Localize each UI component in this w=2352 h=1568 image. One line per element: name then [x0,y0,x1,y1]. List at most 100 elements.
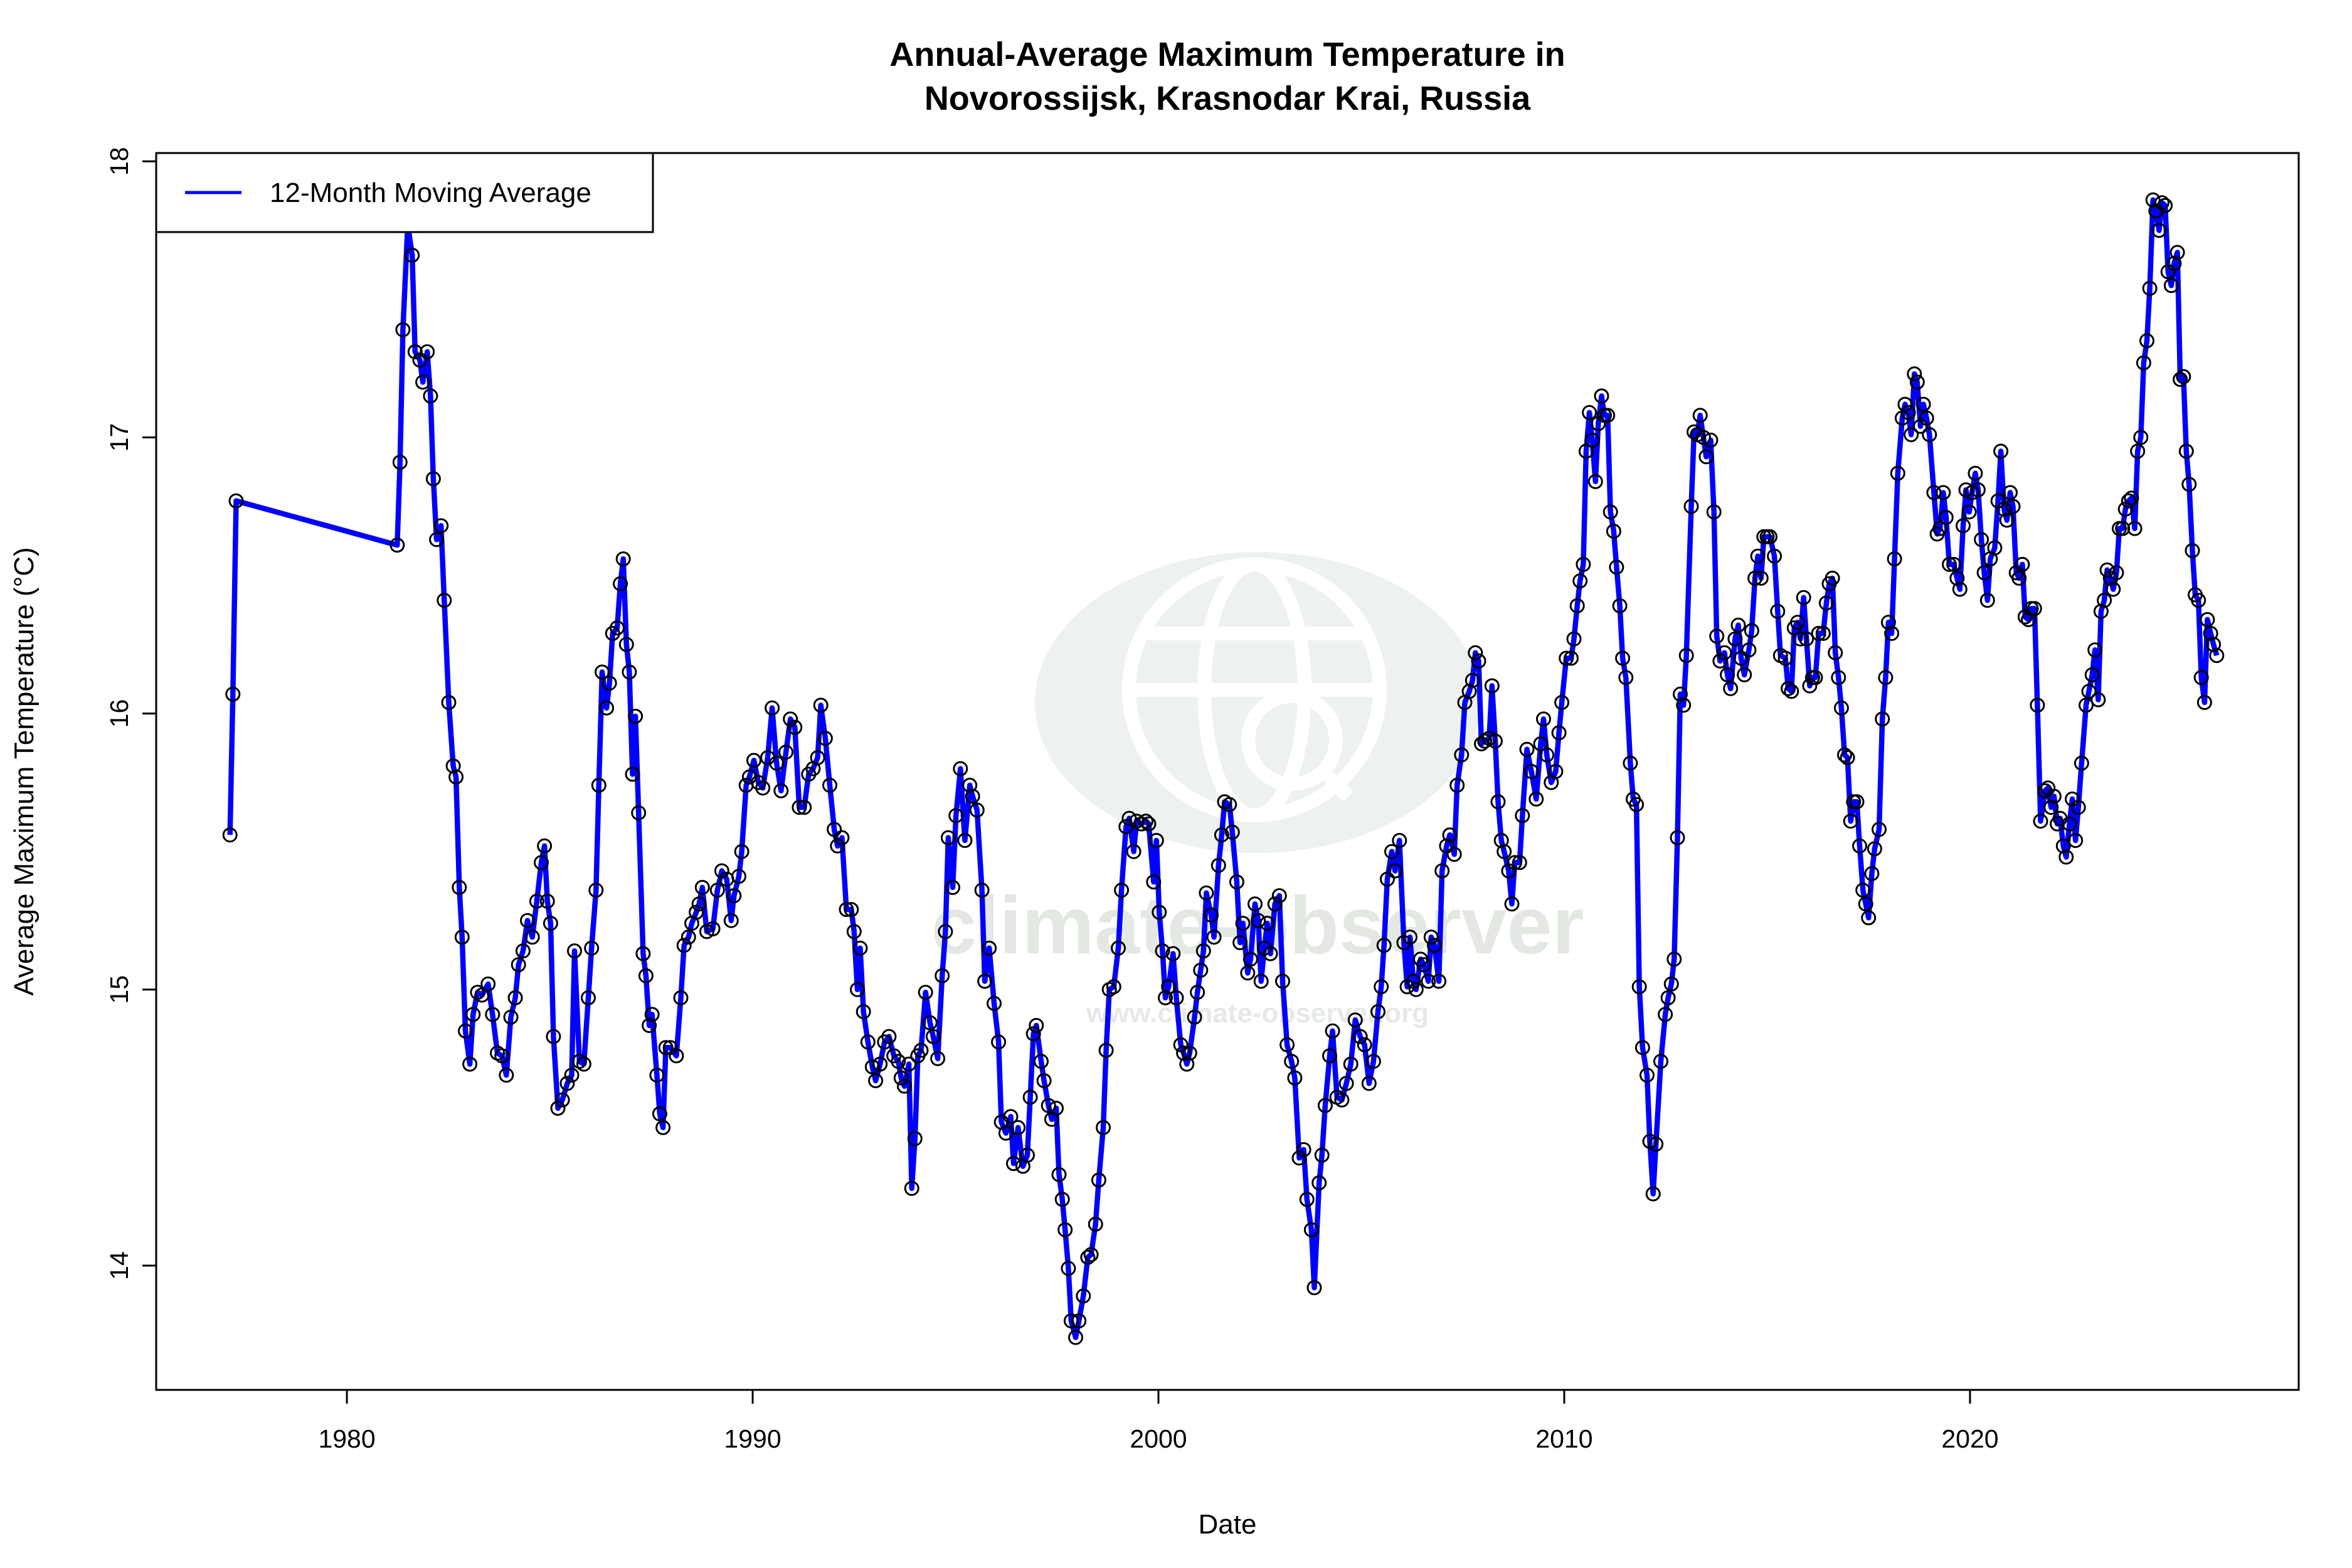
y-tick-label: 14 [105,1251,134,1280]
data-point [813,697,829,713]
data-point [1737,667,1752,682]
data-point [2142,280,2158,296]
data-point [1744,623,1759,638]
data-point [1932,521,1948,536]
data-point [452,879,467,895]
data-point [2203,625,2218,641]
data-point [1539,747,1555,763]
data-point [2084,667,2100,682]
data-point [1271,888,1287,904]
y-tick-label: 15 [105,975,134,1004]
data-point [454,930,470,945]
data-point [1976,565,1992,581]
data-point [1709,628,1725,644]
data-point [615,551,631,567]
data-point [1602,504,1618,520]
data-point [433,518,449,534]
data-point [1204,907,1219,923]
data-point [2026,601,2042,617]
data-point [1631,979,1647,995]
data-point [2124,490,2139,506]
data-point [2130,443,2146,459]
data-point [423,388,438,404]
data-point [2154,195,2169,211]
data-point [1678,648,1694,664]
data-point [2181,477,2197,492]
data-point [913,1042,929,1058]
data-point [1695,430,1711,445]
data-point [529,893,544,909]
data-point [1551,725,1567,741]
data-point [2011,570,2027,586]
data-point [1471,653,1486,669]
data-point [2074,755,2089,771]
data-point [1890,465,1905,481]
data-point [918,985,933,1000]
data-point [1730,617,1746,633]
data-point [1569,598,1585,613]
data-point [462,1056,478,1072]
data-point [2087,642,2103,658]
data-point [1559,650,1574,666]
data-point [830,838,845,854]
data-point [1952,581,1968,597]
data-point [618,637,634,652]
data-point [1051,1167,1067,1182]
data-point [1949,570,1965,586]
data-point [948,808,964,824]
data-point [554,1092,570,1108]
data-point [1317,1098,1333,1113]
data-point [1615,650,1631,666]
data-point [1938,510,1954,525]
data-point [1454,747,1470,763]
data-point [638,968,654,983]
data-point [485,1007,501,1022]
data-point [1825,570,1840,586]
plot-frame [155,152,2300,1391]
data-point [991,1034,1007,1050]
data-point [1653,1054,1668,1069]
data-point [2136,355,2151,371]
data-point [445,758,461,774]
data-point [1919,410,1934,426]
data-point [524,930,540,945]
data-point [515,943,531,959]
data-point [412,352,428,368]
data-point [1446,847,1462,862]
data-point [852,940,868,956]
data-point [1723,681,1739,696]
data-point [1071,1313,1087,1328]
data-point [1833,700,1849,716]
x-tick-label: 2010 [1535,1424,1592,1453]
data-point [588,882,604,898]
data-point [591,778,607,793]
data-point [407,344,423,359]
data-point [480,976,496,992]
data-point [1878,670,1894,686]
data-point [1692,408,1708,423]
data-point [222,827,238,843]
data-point [1182,1046,1197,1061]
data-point [420,344,435,359]
data-point [601,675,617,691]
data-point [610,620,625,636]
data-point [658,1040,674,1056]
data-point [644,1007,660,1022]
data-point [1512,855,1527,871]
data-point [2062,816,2077,832]
data-point [1837,747,1852,763]
data-point [1747,570,1763,586]
data-point [850,982,865,997]
data-point [546,1029,561,1044]
data-point [1465,672,1480,688]
data-point [1406,973,1421,989]
data-point [2191,593,2206,608]
data-point [1946,556,1962,572]
data-point [773,783,789,798]
x-tick-label: 2020 [1941,1424,1998,1453]
data-point [1387,863,1403,879]
data-point [1484,678,1500,694]
data-point [726,888,742,904]
data-point [1379,871,1395,887]
data-point [731,869,746,884]
